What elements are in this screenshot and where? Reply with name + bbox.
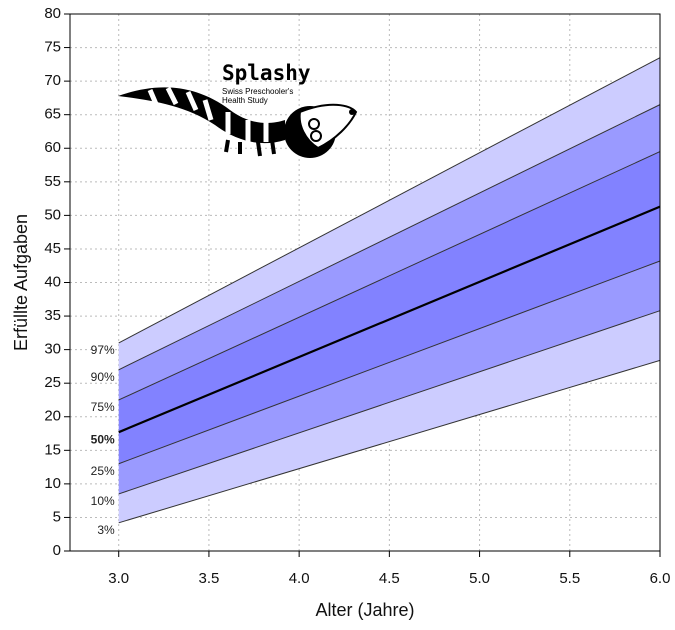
logo-eye <box>308 118 320 130</box>
y-tick-label: 75 <box>44 39 61 56</box>
percentile-label: 25% <box>91 464 115 478</box>
y-tick-label: 0 <box>53 542 61 559</box>
y-tick-label: 70 <box>44 72 61 89</box>
y-tick-label: 15 <box>44 441 61 458</box>
percentile-line <box>118 310 661 495</box>
x-tick-label: 4.5 <box>379 570 400 587</box>
x-axis-label: Alter (Jahre) <box>315 600 414 620</box>
y-tick-label: 35 <box>44 307 61 324</box>
y-tick-label: 50 <box>44 206 61 223</box>
percentile-label: 10% <box>91 494 115 508</box>
percentile-label: 75% <box>91 400 115 414</box>
band <box>118 310 661 523</box>
percentile-line <box>118 359 661 524</box>
percentile-line <box>118 57 661 344</box>
y-tick-label: 25 <box>44 374 61 391</box>
y-tick-label: 5 <box>53 508 61 525</box>
y-tick-label: 65 <box>44 106 61 123</box>
percentile-line <box>118 151 661 401</box>
logo-stripes <box>147 86 269 142</box>
y-tick-label: 10 <box>44 475 61 492</box>
percentile-label: 50% <box>91 432 115 446</box>
band <box>118 206 661 464</box>
logo-legs <box>224 139 276 157</box>
percentile-line <box>118 104 661 371</box>
percentile-line <box>118 260 661 465</box>
band <box>118 261 661 494</box>
y-tick-label: 30 <box>44 341 61 358</box>
percentile-line <box>118 205 661 434</box>
percentile-label: 3% <box>97 523 115 537</box>
logo-title: Splashy <box>222 61 311 85</box>
logo-nose <box>349 109 355 115</box>
percentile-label: 90% <box>91 370 115 384</box>
y-tick-label: 80 <box>44 5 61 22</box>
x-tick-label: 6.0 <box>650 570 671 587</box>
x-tick-label: 4.0 <box>289 570 310 587</box>
band <box>118 57 661 370</box>
y-tick-label: 55 <box>44 173 61 190</box>
y-tick-label: 45 <box>44 240 61 257</box>
x-tick-label: 5.5 <box>559 570 580 587</box>
logo-eye <box>310 130 322 142</box>
y-tick-label: 60 <box>44 139 61 156</box>
logo-subtitle: Health Study <box>222 96 268 105</box>
logo: Splashy Swiss Preschooler's Health Study <box>118 61 358 158</box>
logo-subtitle: Swiss Preschooler's <box>222 87 293 96</box>
percentile-label: 97% <box>91 343 115 357</box>
y-axis-label: Erfüllte Aufgaben <box>11 214 31 351</box>
logo-tail <box>118 87 285 144</box>
x-tick-label: 3.0 <box>108 570 129 587</box>
band <box>118 151 661 433</box>
x-tick-label: 5.0 <box>469 570 490 587</box>
y-tick-label: 20 <box>44 408 61 425</box>
x-tick-label: 3.5 <box>198 570 219 587</box>
y-tick-label: 40 <box>44 273 61 290</box>
band <box>118 104 661 400</box>
